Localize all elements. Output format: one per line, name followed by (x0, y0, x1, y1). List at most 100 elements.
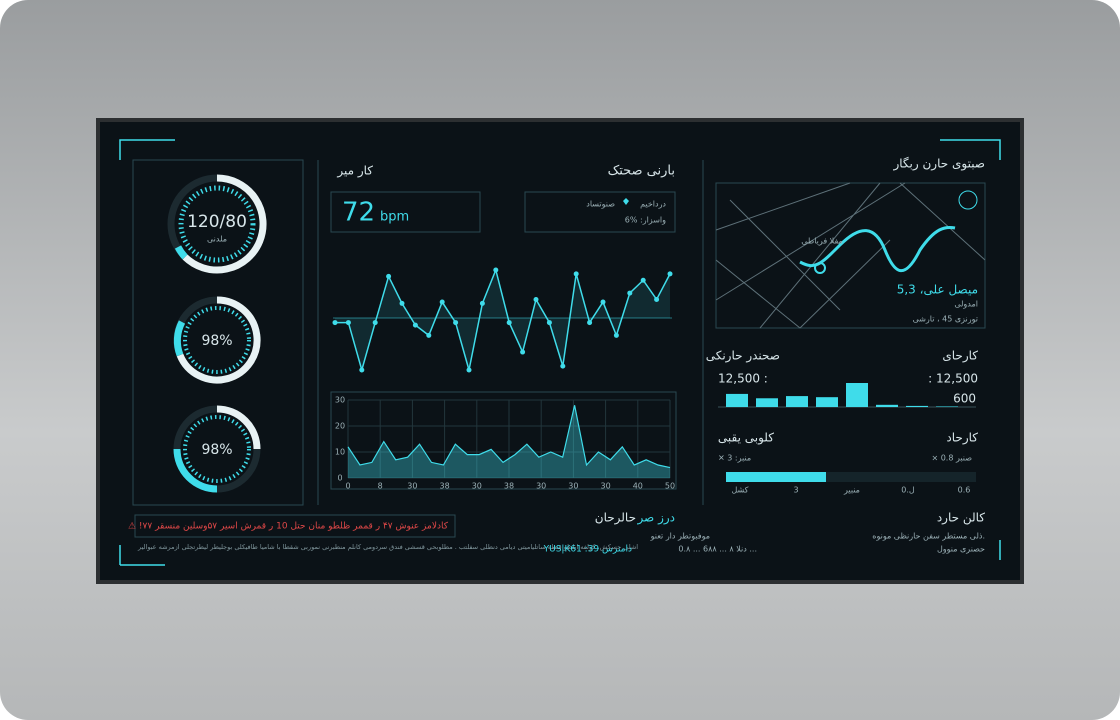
bar (786, 396, 808, 407)
pulse-point (667, 271, 673, 277)
bar (726, 393, 748, 407)
y-tick-label: 20 (335, 422, 345, 431)
section-title: درز صر (636, 511, 675, 526)
section-line: ذلی مستطر سفن حارنظی مونوه. (872, 532, 985, 541)
pulse-point (439, 299, 445, 305)
pulse-point (332, 320, 338, 326)
pulse-point (386, 273, 392, 279)
pulse-point (613, 332, 619, 338)
x-tick-label: 30 (407, 482, 417, 491)
x-tick-label: 8 (378, 482, 383, 491)
area-fill (348, 405, 670, 478)
rate-box (330, 191, 481, 233)
status-label: درداخیم (640, 200, 666, 209)
section-title: حالرحان (595, 511, 636, 526)
calories-left: ✕ 3 :منبر (718, 454, 751, 463)
map (715, 182, 986, 329)
status-value: صنوتساد (586, 200, 615, 209)
pulse-point (479, 300, 485, 306)
section-line: موفبوتطر دار تعنو (650, 532, 710, 541)
alert-text: ⚠ !کادلامز عنوش ۴۷ ر قممر ظلطو منان حتل … (128, 522, 449, 532)
pulse-point (372, 320, 378, 326)
pulse-point (466, 367, 472, 373)
pulse-point (399, 300, 405, 306)
bar-chart (718, 383, 976, 408)
x-tick-label: 38 (504, 482, 514, 491)
pulse-point (493, 267, 499, 273)
gauge-value: 98% (201, 442, 232, 458)
progress-axis: کشل 3 منبیر 0.ل 0.6 (731, 486, 970, 495)
x-tick-label: 0 (345, 482, 350, 491)
x-tick-label: 40 (633, 482, 643, 491)
pulse-point (640, 277, 646, 283)
bar (756, 398, 778, 407)
ticker: اشلی حسکش. کولفه ایلطو فنطه ساتلیامیتی د… (137, 543, 638, 551)
pulse-point (506, 320, 512, 326)
pulse-point (426, 332, 432, 338)
section-line: 0.۸ ... 6دنلا ۸ ... ۸۸ ... (678, 545, 757, 554)
y-tick-label: 0 (337, 474, 342, 483)
steps-right: : 12,500 (928, 372, 978, 386)
pulse-chart (332, 267, 673, 373)
y-tick-label: 30 (335, 396, 345, 405)
area-line (347, 405, 671, 469)
rate: 72 (342, 198, 375, 228)
x-tick-label: 38 (440, 482, 450, 491)
alert (134, 514, 456, 538)
axis-label: منبیر (843, 486, 860, 495)
steps-extra: 600 (953, 392, 976, 406)
panel-title: بارنی صحتک (608, 164, 675, 179)
variance: 6% :واسزار (625, 216, 666, 225)
pace: تورنزی 45 ، تارشی (913, 315, 978, 324)
x-tick-label: 30 (601, 482, 611, 491)
area-chart: 0 10 20 30 0 8 30 38 30 38 30 30 30 40 50 (335, 396, 675, 491)
bar (846, 383, 868, 407)
bar (906, 405, 928, 407)
x-tick-label: 50 (665, 482, 675, 491)
y-tick-label: 10 (335, 448, 345, 457)
calories-subtitle: کلوبی یقبی (718, 431, 774, 446)
steps-subtitle: صحندر حارنکی (706, 349, 780, 364)
map-place: مفلا فریاطی (801, 237, 843, 246)
pulse-point (412, 322, 418, 328)
distance: 5,3 ،میصل علی (897, 283, 978, 297)
pulse-point (533, 296, 539, 302)
bar (816, 397, 838, 407)
panel-title: صبتوی حارن ربگار (892, 157, 985, 172)
area-frame (330, 391, 677, 490)
axis-label: 0.6 (958, 486, 971, 495)
pulse-point (587, 320, 593, 326)
section-title: کالن حارد (937, 511, 985, 526)
pulse-point (546, 320, 552, 326)
pulse-point (654, 296, 660, 302)
pulse-point (573, 271, 579, 277)
bar (936, 406, 958, 407)
corner-brackets (119, 139, 1001, 566)
gauges (167, 174, 267, 493)
axis-label: 0.ل (901, 486, 915, 495)
pulse-line (335, 267, 671, 373)
route (799, 225, 956, 273)
map-streets (715, 182, 986, 329)
duration: امدولی (954, 300, 978, 309)
pulse-point (600, 299, 606, 305)
section-value: YUS|K61 :39 دامنرس (543, 545, 632, 555)
progress-fill (726, 472, 826, 482)
gauge-value: 120/80 (187, 212, 247, 232)
pulse-point (520, 349, 526, 355)
pulse-point (359, 367, 365, 373)
left-panel (132, 159, 304, 506)
axis-label: کشل (731, 486, 748, 495)
calories-title: کارحاد (946, 431, 978, 446)
steps-left: 12,500 : (718, 372, 768, 386)
gauge-value: 98% (201, 333, 232, 349)
steps-title: کارحای (942, 349, 978, 364)
x-tick-label: 30 (568, 482, 578, 491)
gauge-unit: ملدنی (207, 235, 227, 244)
x-tick-label: 30 (472, 482, 482, 491)
rate-unit: bpm (380, 210, 409, 225)
panel-subtitle: کار میر (336, 164, 373, 179)
pulse-point (627, 290, 633, 296)
